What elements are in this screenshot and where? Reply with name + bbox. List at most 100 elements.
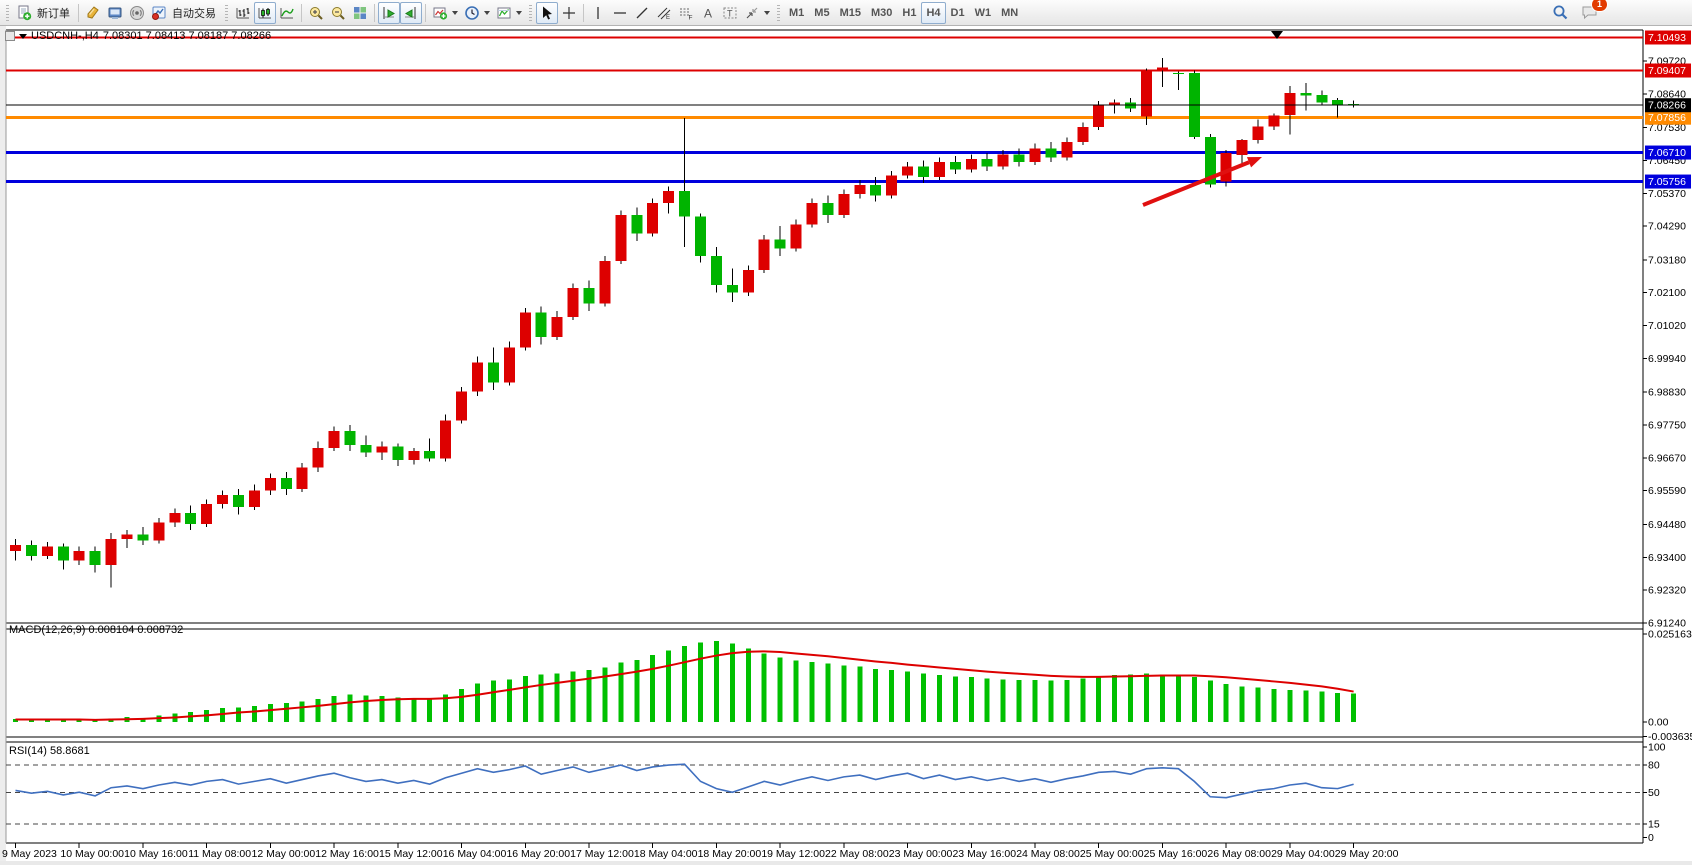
macd-bar xyxy=(984,678,990,722)
candle-body xyxy=(965,158,977,170)
candle-body xyxy=(248,490,260,508)
candle-body xyxy=(73,551,85,561)
fibonacci-tool-button[interactable]: F xyxy=(675,2,697,24)
text-label-tool-button[interactable]: T xyxy=(719,2,741,24)
new-order-button[interactable]: 新订单 xyxy=(13,2,75,24)
auto-trading-button[interactable]: 自动交易 xyxy=(148,2,221,24)
chart-canvas[interactable]: 7.097207.086407.075307.064507.053707.042… xyxy=(0,26,1692,865)
macd-bar xyxy=(570,671,576,722)
candle-body xyxy=(1284,92,1296,115)
timeframe-m30-button[interactable]: M30 xyxy=(866,2,897,24)
toolbar-grip[interactable] xyxy=(777,4,780,21)
chart-window-icon[interactable] xyxy=(5,31,15,41)
equidistant-channel-tool-button[interactable]: E xyxy=(653,2,675,24)
market-watch-button[interactable] xyxy=(82,2,104,24)
terminal-button[interactable] xyxy=(104,2,126,24)
horizontal-line-tool-button[interactable] xyxy=(609,2,631,24)
macd-bar xyxy=(522,675,528,722)
macd-bar xyxy=(1319,691,1325,722)
svg-text:T: T xyxy=(727,8,733,18)
price-tick-label: 6.96670 xyxy=(1648,452,1686,464)
macd-bar xyxy=(474,683,480,722)
macd-bar xyxy=(506,679,512,722)
candle-body xyxy=(519,312,531,348)
macd-bar xyxy=(1000,679,1006,722)
templates-button[interactable] xyxy=(493,2,525,24)
level-price-label-text: 7.09407 xyxy=(1648,65,1686,77)
price-tick-label: 7.04290 xyxy=(1648,221,1686,233)
signals-button[interactable] xyxy=(126,2,148,24)
chart-title-bar: USDCNH-,H4 7.08301 7.08413 7.08187 7.082… xyxy=(5,30,271,42)
candle-body xyxy=(535,312,547,337)
macd-bar xyxy=(13,719,18,722)
candle-body xyxy=(1141,70,1153,117)
toolbar-grip[interactable] xyxy=(225,4,228,21)
macd-bar xyxy=(363,695,369,722)
time-tick-label: 29 May 20:00 xyxy=(1335,848,1399,860)
auto-trading-label: 自动交易 xyxy=(172,7,216,20)
arrows-tool-button[interactable] xyxy=(741,2,773,24)
chart-shift-button[interactable] xyxy=(400,1,422,24)
timeframe-d1-button[interactable]: D1 xyxy=(946,2,970,24)
arrow-annotation[interactable] xyxy=(1142,160,1250,207)
timeframe-m1-button[interactable]: M1 xyxy=(784,2,809,24)
candle-body xyxy=(1236,140,1248,155)
indicators-button[interactable] xyxy=(429,2,461,24)
chart-shift-marker[interactable] xyxy=(1271,31,1283,39)
macd-scale-label: 0.00 xyxy=(1648,717,1669,729)
periods-button[interactable] xyxy=(461,2,493,24)
search-button[interactable] xyxy=(1549,2,1572,24)
candle-body xyxy=(1348,104,1360,106)
tile-windows-button[interactable] xyxy=(349,2,371,24)
candle-body xyxy=(615,215,627,261)
trendline-tool-button[interactable] xyxy=(631,2,653,24)
timeframe-h4-button[interactable]: H4 xyxy=(921,1,946,24)
price-tick-label: 6.94480 xyxy=(1648,519,1686,531)
bar-chart-button[interactable] xyxy=(232,2,254,24)
auto-scroll-button[interactable] xyxy=(378,1,400,24)
vertical-line-tool-button[interactable] xyxy=(587,2,609,24)
candle-body xyxy=(583,288,595,304)
candle-body xyxy=(57,546,69,561)
macd-bar xyxy=(28,719,34,722)
timeframe-w1-button[interactable]: W1 xyxy=(970,2,997,24)
candle-body xyxy=(758,239,770,270)
level-price-label-box xyxy=(1645,110,1691,125)
chart-dropdown-icon[interactable] xyxy=(19,33,27,39)
macd-bar xyxy=(443,694,449,722)
crosshair-icon xyxy=(563,6,575,19)
price-tick-label: 6.95590 xyxy=(1648,485,1686,497)
macd-bar xyxy=(251,705,257,722)
candle-body xyxy=(471,362,483,392)
timeframe-mn-button[interactable]: MN xyxy=(996,2,1023,24)
rsi-line xyxy=(15,763,1354,799)
timeframe-h1-button[interactable]: H1 xyxy=(897,2,921,24)
timeframe-m15-button[interactable]: M15 xyxy=(835,2,866,24)
candle-body xyxy=(1268,115,1280,127)
price-axis[interactable]: 7.097207.086407.075307.064507.053707.042… xyxy=(1643,30,1692,844)
vertical-line-icon xyxy=(597,6,599,19)
time-tick-label: 22 May 08:00 xyxy=(825,848,889,860)
candle-body xyxy=(408,450,420,460)
arrows-icon xyxy=(746,7,758,18)
macd-bar xyxy=(793,660,799,722)
candle-body xyxy=(137,534,149,541)
toolbar-grip[interactable] xyxy=(529,4,532,21)
time-axis[interactable]: 9 May 2023 10 May 00:00 10 May 16:00 11 May… xyxy=(2,843,1399,860)
timeframe-m5-button[interactable]: M5 xyxy=(809,2,834,24)
text-tool-button[interactable]: A xyxy=(697,2,719,24)
macd-bar xyxy=(889,670,895,722)
zoom-in-button[interactable] xyxy=(305,2,327,24)
line-chart-button[interactable] xyxy=(276,2,298,24)
candlestick-chart-button[interactable] xyxy=(254,1,276,24)
candle-body xyxy=(201,504,213,524)
cursor-tool-button[interactable] xyxy=(536,1,558,24)
dropdown-caret-icon xyxy=(516,10,522,15)
arrow-annotation-head[interactable] xyxy=(1246,157,1262,168)
crosshair-tool-button[interactable] xyxy=(558,2,580,24)
dropdown-caret-icon xyxy=(764,10,770,15)
macd-bar xyxy=(92,720,98,722)
zoom-out-button[interactable] xyxy=(327,2,349,24)
time-tick-label: 9 May 2023 xyxy=(2,848,57,860)
toolbar-grip[interactable] xyxy=(6,4,9,21)
